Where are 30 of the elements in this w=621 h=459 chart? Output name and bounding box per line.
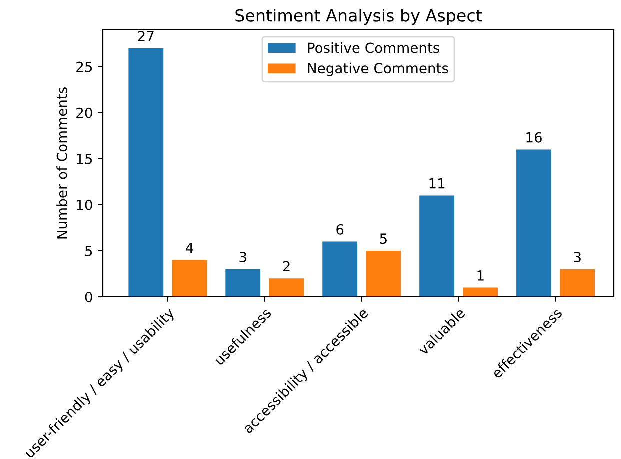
bar — [226, 269, 261, 297]
y-tick-label: 5 — [86, 246, 92, 256]
data-label: 2 — [283, 261, 290, 272]
y-tick-label: 20 — [76, 108, 92, 118]
data-label: 1 — [478, 270, 484, 281]
bar — [516, 150, 552, 297]
data-label: 11 — [430, 178, 445, 189]
data-label: 27 — [138, 31, 154, 42]
bar — [322, 242, 358, 297]
data-label: 3 — [574, 252, 581, 263]
legend-label: Negative Comments — [308, 62, 448, 76]
y-tick-label: 0 — [85, 292, 92, 302]
y-tick-label: 25 — [76, 62, 92, 72]
y-axis-title: Number of Comments — [56, 88, 68, 239]
bar — [128, 48, 164, 297]
data-label: 4 — [186, 242, 194, 254]
bar — [172, 260, 208, 297]
legend-label: Positive Comments — [308, 42, 440, 54]
bar — [366, 250, 402, 297]
y-tick-label: 10 — [77, 200, 92, 210]
data-label: 6 — [336, 224, 344, 235]
chart-title: Sentiment Analysis by Aspect — [236, 9, 482, 26]
bar — [269, 278, 304, 297]
bar — [560, 269, 596, 297]
data-label: 16 — [526, 132, 542, 143]
bar — [463, 288, 498, 297]
y-tick-label: 15 — [77, 154, 92, 164]
data-label: 3 — [240, 252, 246, 263]
data-label: 5 — [380, 234, 387, 244]
bar — [420, 196, 454, 297]
